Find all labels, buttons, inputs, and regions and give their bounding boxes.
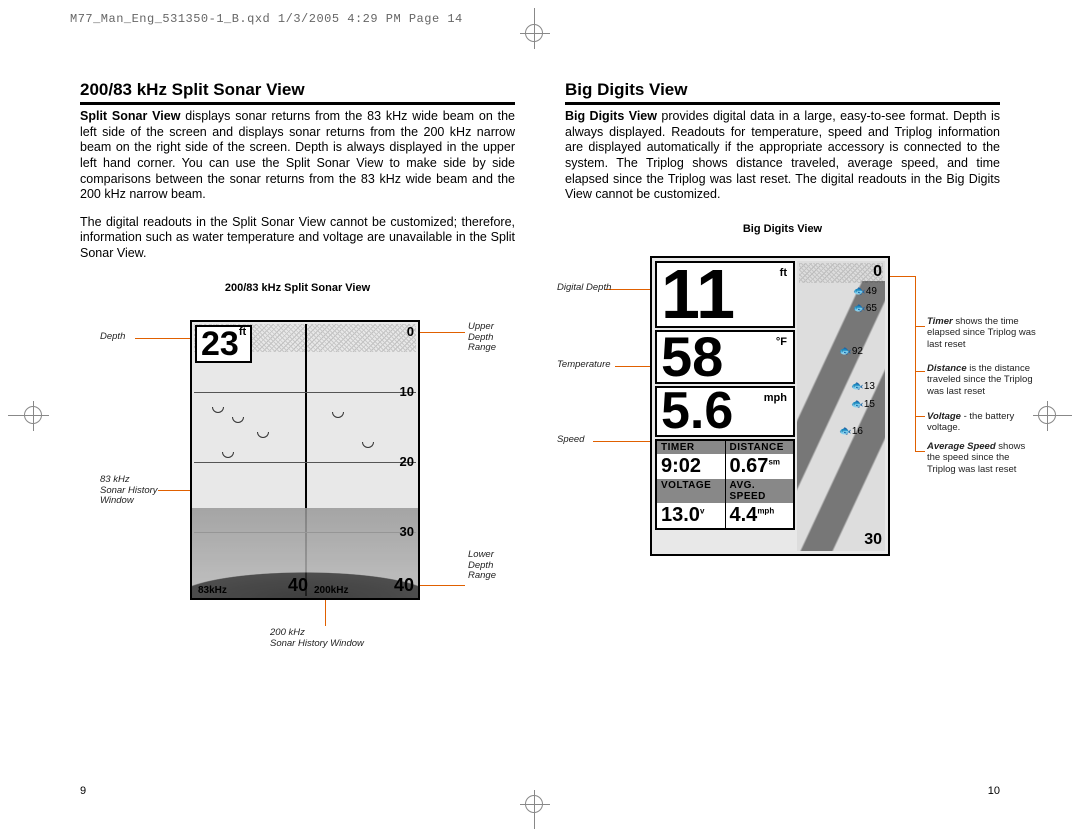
page-number: 10 <box>988 785 1000 797</box>
sonar-strip: 0 30 🐟49 🐟65 🐟92 🐟13 🐟15 🐟16 <box>797 261 885 551</box>
heading-split-sonar: 200/83 kHz Split Sonar View <box>80 80 515 105</box>
speed-box: 5.6 mph <box>655 386 795 437</box>
timer-value: 9:02 <box>657 454 726 479</box>
register-mark <box>525 24 543 42</box>
temp-unit: °F <box>776 336 787 348</box>
callout-speed: Speed <box>557 435 584 446</box>
callout-line <box>615 366 653 367</box>
range-40r: 40 <box>394 575 414 596</box>
fish-arc <box>362 442 374 448</box>
temp-box: 58 °F <box>655 330 795 384</box>
callout-line <box>605 289 653 290</box>
para-1: Big Digits View provides digital data in… <box>565 109 1000 203</box>
big-digits-screen: 0 30 🐟49 🐟65 🐟92 🐟13 🐟15 🐟16 11 ft 58 <box>650 256 890 556</box>
figure-title: Big Digits View <box>565 223 1000 235</box>
callout-digital-depth: Digital Depth <box>557 283 611 294</box>
callout-distance: Distance is the distance traveled since … <box>927 363 1037 397</box>
timer-header: TIMER <box>657 441 726 454</box>
depth-unit: ft <box>239 326 246 338</box>
sonar-screen: 23ft 0 10 20 30 40 40 83kHz 200kHz <box>190 320 420 600</box>
fish-num: 🐟65 <box>853 303 877 314</box>
heading-big-digits: Big Digits View <box>565 80 1000 105</box>
register-mark <box>24 406 42 424</box>
avgspeed-value: 4.4mph <box>726 503 794 528</box>
range-10: 10 <box>400 384 414 399</box>
range-top: 0 <box>407 324 414 339</box>
khz-left: 83kHz <box>198 585 227 596</box>
temp-value: 58 <box>657 332 793 382</box>
khz-right: 200kHz <box>314 585 348 596</box>
para-2: The digital readouts in the Split Sonar … <box>80 215 515 262</box>
callout-line <box>420 332 465 333</box>
page-left: 200/83 kHz Split Sonar View Split Sonar … <box>80 80 515 797</box>
page-number: 9 <box>80 785 86 797</box>
fish-num: 🐟13 <box>851 381 875 392</box>
callout-line <box>325 598 326 626</box>
fish-num: 🐟15 <box>851 399 875 410</box>
callout-lower: Lower Depth Range <box>468 550 515 583</box>
avgspeed-header: AVG. SPEED <box>726 479 794 503</box>
callout-200khz: 200 kHz Sonar History Window <box>270 628 364 650</box>
fish-num: 🐟49 <box>853 286 877 297</box>
fish-num: 🐟16 <box>839 426 863 437</box>
callout-depth: Depth <box>100 332 125 343</box>
triplog-box: TIMER DISTANCE 9:02 0.67sm VOLTAGE AVG. … <box>655 439 795 530</box>
register-mark <box>1038 406 1056 424</box>
fish-arc <box>212 407 224 413</box>
callout-line <box>915 451 925 452</box>
print-header: M77_Man_Eng_531350-1_B.qxd 1/3/2005 4:29… <box>70 12 463 26</box>
depth-readout: 23ft <box>195 325 252 363</box>
depth-value: 11 <box>657 263 793 326</box>
callout-83khz: 83 kHz Sonar History Window <box>100 475 158 508</box>
depth-value: 23 <box>201 325 239 363</box>
callout-line <box>915 326 925 327</box>
grid-line <box>194 462 416 463</box>
distance-header: DISTANCE <box>726 441 794 454</box>
depth-unit: ft <box>780 267 787 279</box>
callout-temperature: Temperature <box>557 360 611 371</box>
range-30: 30 <box>400 524 414 539</box>
fish-num: 🐟92 <box>839 346 863 357</box>
sonar-wave <box>797 281 885 551</box>
bold-term: Split Sonar View <box>80 109 180 123</box>
voltage-header: VOLTAGE <box>657 479 726 503</box>
fish-arc <box>222 452 234 458</box>
fish-arc <box>257 432 269 438</box>
voltage-value: 13.0v <box>657 503 726 528</box>
fish-arc <box>232 417 244 423</box>
distance-value: 0.67sm <box>726 454 794 479</box>
para-1: Split Sonar View displays sonar returns … <box>80 109 515 203</box>
callout-line <box>915 416 925 417</box>
depth-box: 11 ft <box>655 261 795 328</box>
callout-line <box>915 371 925 372</box>
grid-line <box>194 392 416 393</box>
figure-split-sonar: 23ft 0 10 20 30 40 40 83kHz 200kHz Depth… <box>80 300 515 797</box>
range-20: 20 <box>400 454 414 469</box>
figure-big-digits: 0 30 🐟49 🐟65 🐟92 🐟13 🐟15 🐟16 11 ft 58 <box>565 241 1000 797</box>
surface-noise <box>799 263 883 283</box>
bold-term: Big Digits View <box>565 109 657 123</box>
callout-voltage: Voltage - the battery voltage. <box>927 411 1037 434</box>
callout-line <box>915 276 916 451</box>
register-mark <box>525 795 543 813</box>
page-right: Big Digits View Big Digits View provides… <box>565 80 1000 797</box>
callout-line <box>890 276 915 277</box>
range-40l: 40 <box>288 575 308 596</box>
side-range-top: 0 <box>873 263 882 281</box>
callout-line <box>135 338 190 339</box>
figure-title: 200/83 kHz Split Sonar View <box>80 282 515 294</box>
callout-avgspeed: Average Speed shows the speed since the … <box>927 441 1037 475</box>
speed-unit: mph <box>764 392 787 404</box>
callout-upper: Upper Depth Range <box>468 322 515 355</box>
fish-arc <box>332 412 344 418</box>
callout-timer: Timer shows the time elapsed since Tripl… <box>927 316 1037 350</box>
side-range-bot: 30 <box>864 531 882 549</box>
callout-line <box>593 441 653 442</box>
big-readouts: 11 ft 58 °F 5.6 mph TIMER DISTANC <box>655 261 795 530</box>
